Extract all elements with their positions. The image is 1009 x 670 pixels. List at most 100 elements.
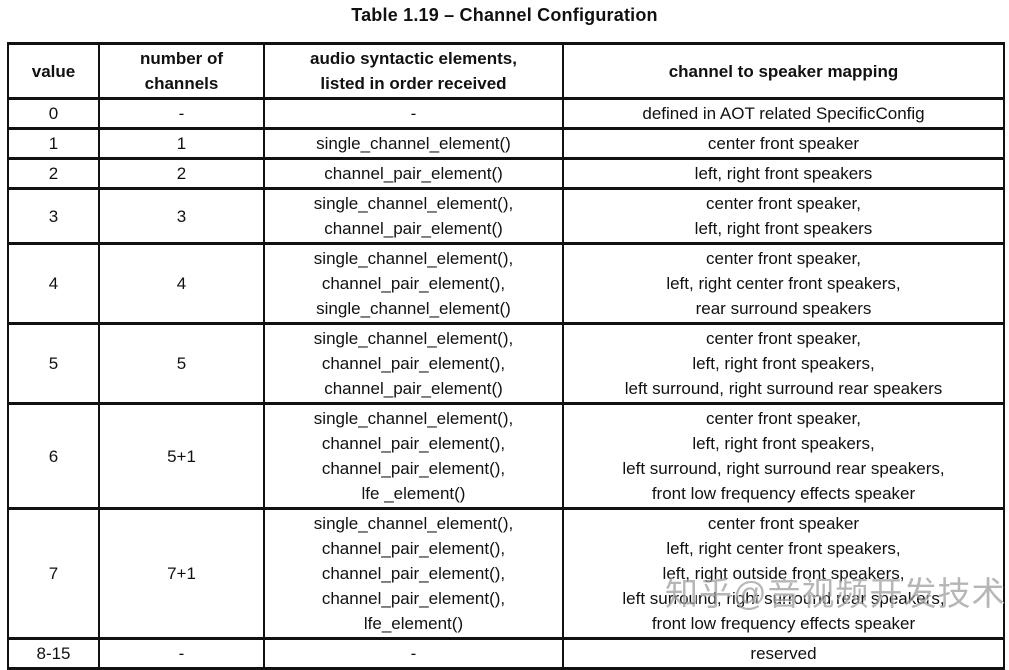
mapping-line: reserved bbox=[750, 644, 817, 663]
mapping-line: defined in AOT related SpecificConfig bbox=[642, 104, 925, 123]
column-header-line: number of bbox=[139, 49, 224, 68]
cell-elements: single_channel_element() bbox=[263, 127, 564, 160]
cell-elements: - bbox=[263, 637, 564, 670]
cell-mapping: left, right front speakers bbox=[562, 157, 1005, 190]
mapping-line: center front speaker bbox=[707, 514, 860, 533]
mapping-line: center front speaker, bbox=[706, 194, 861, 213]
channel-configuration-table: value number of channels audio syntactic el… bbox=[7, 42, 1005, 670]
mapping-line: rear surround speakers bbox=[695, 299, 872, 318]
table-header-row: value number of channels audio syntactic el… bbox=[7, 42, 1005, 100]
table-row: 0- - defined in AOT related SpecificConfig bbox=[7, 97, 1005, 130]
cell-elements: - bbox=[263, 97, 564, 130]
mapping-line: left, right front speakers bbox=[694, 164, 873, 183]
mapping-line: center front speaker, bbox=[706, 329, 861, 348]
cell-channels: 1 bbox=[98, 127, 265, 160]
mapping-line: center front speaker bbox=[707, 134, 860, 153]
column-header-channels: number of channels bbox=[98, 42, 265, 100]
cell-mapping: center front speaker, left, right center … bbox=[562, 242, 1005, 325]
mapping-line: left, right front speakers, bbox=[692, 354, 875, 373]
element-line: - bbox=[410, 644, 417, 663]
table-row: 7 7+1 single_channel_element(), channel_pai… bbox=[7, 507, 1005, 640]
cell-mapping: center front speaker bbox=[562, 127, 1005, 160]
cell-value: 3 bbox=[7, 187, 100, 245]
cell-elements: single_channel_element(), channel_pair_el… bbox=[263, 187, 564, 245]
mapping-line: front low frequency effects speaker bbox=[651, 614, 916, 633]
element-line: single_channel_element(), bbox=[313, 514, 514, 533]
mapping-line: center front speaker, bbox=[706, 249, 861, 268]
mapping-line: left, right center front speakers, bbox=[666, 539, 901, 558]
element-line: single_channel_element() bbox=[316, 299, 511, 318]
element-line: single_channel_element(), bbox=[313, 409, 514, 428]
table-row: 8-15- - reserved bbox=[7, 637, 1005, 670]
cell-channels: 4 bbox=[98, 242, 265, 325]
cell-channels: - bbox=[98, 637, 265, 670]
mapping-line: left surround, right surround rear speak… bbox=[624, 379, 943, 398]
column-header-mapping: channel to speaker mapping bbox=[562, 42, 1005, 100]
element-line: channel_pair_element() bbox=[324, 379, 503, 398]
column-header-value: value bbox=[7, 42, 100, 100]
cell-channels: 2 bbox=[98, 157, 265, 190]
cell-value: 2 bbox=[7, 157, 100, 190]
element-line: - bbox=[410, 104, 417, 123]
column-header-line: audio syntactic elements, bbox=[310, 49, 517, 68]
cell-channels: - bbox=[98, 97, 265, 130]
element-line: channel_pair_element(), bbox=[321, 564, 506, 583]
element-line: channel_pair_element(), bbox=[321, 354, 506, 373]
cell-elements: channel_pair_element() bbox=[263, 157, 564, 190]
cell-value: 4 bbox=[7, 242, 100, 325]
table-header: value number of channels audio syntactic el… bbox=[7, 42, 1005, 100]
column-header-line: listed in order received bbox=[320, 74, 507, 93]
cell-value: 6 bbox=[7, 402, 100, 510]
element-line: single_channel_element(), bbox=[313, 194, 514, 213]
element-line: channel_pair_element(), bbox=[321, 274, 506, 293]
cell-channels: 5+1 bbox=[98, 402, 265, 510]
element-line: channel_pair_element(), bbox=[321, 459, 506, 478]
cell-elements: single_channel_element(), channel_pair_el… bbox=[263, 507, 564, 640]
cell-value: 1 bbox=[7, 127, 100, 160]
cell-mapping: center front speaker, left, right front s… bbox=[562, 322, 1005, 405]
table-row: 2 2 channel_pair_element() left, right fron… bbox=[7, 157, 1005, 190]
cell-value: 5 bbox=[7, 322, 100, 405]
mapping-line: left surround, right surround rear speak… bbox=[622, 589, 945, 608]
table-row: 5 5 single_channel_element(), channel_pair_… bbox=[7, 322, 1005, 405]
element-line: channel_pair_element() bbox=[324, 164, 503, 183]
cell-elements: single_channel_element(), channel_pair_el… bbox=[263, 242, 564, 325]
page-title: Table 1.19 – Channel Configuration bbox=[351, 5, 658, 25]
mapping-line: left surround, right surround rear speak… bbox=[622, 459, 945, 478]
mapping-line: left, right front speakers bbox=[694, 219, 873, 238]
cell-mapping: center front speaker, left, right front s… bbox=[562, 187, 1005, 245]
cell-value: 0 bbox=[7, 97, 100, 130]
element-line: lfe _element() bbox=[361, 484, 466, 503]
mapping-line: center front speaker, bbox=[706, 409, 861, 428]
cell-mapping: reserved bbox=[562, 637, 1005, 670]
element-line: channel_pair_element() bbox=[324, 219, 503, 238]
column-header-line: channel to speaker mapping bbox=[668, 61, 899, 81]
element-line: channel_pair_element(), bbox=[321, 434, 506, 453]
element-line: channel_pair_element(), bbox=[321, 539, 506, 558]
cell-mapping: center front speaker left, right center f… bbox=[562, 507, 1005, 640]
element-line: channel_pair_element(), bbox=[321, 589, 506, 608]
column-header-line: value bbox=[31, 61, 76, 81]
cell-mapping: defined in AOT related SpecificConfig bbox=[562, 97, 1005, 130]
table-row: 6 5+1 single_channel_element(), channel_pai… bbox=[7, 402, 1005, 510]
column-header-elements: audio syntactic elements, listed in order… bbox=[263, 42, 564, 100]
cell-value: 8-15 bbox=[7, 637, 100, 670]
cell-channels: 3 bbox=[98, 187, 265, 245]
cell-elements: single_channel_element(), channel_pair_el… bbox=[263, 322, 564, 405]
mapping-line: left, right outside front speakers, bbox=[662, 564, 905, 583]
cell-mapping: center front speaker, left, right front s… bbox=[562, 402, 1005, 510]
element-line: single_channel_element() bbox=[316, 134, 511, 153]
cell-value: 7 bbox=[7, 507, 100, 640]
table-row: 1 1 single_channel_element() center front s… bbox=[7, 127, 1005, 160]
cell-channels: 5 bbox=[98, 322, 265, 405]
table-row: 3 3 single_channel_element(), channel_pair_… bbox=[7, 187, 1005, 245]
cell-channels: 7+1 bbox=[98, 507, 265, 640]
cell-elements: single_channel_element(), channel_pair_el… bbox=[263, 402, 564, 510]
element-line: lfe_element() bbox=[363, 614, 464, 633]
mapping-line: front low frequency effects speaker bbox=[651, 484, 916, 503]
mapping-line: left, right front speakers, bbox=[692, 434, 875, 453]
column-header-line: channels bbox=[144, 74, 219, 93]
mapping-line: left, right center front speakers, bbox=[666, 274, 901, 293]
table-body: 0- - defined in AOT related SpecificConfig… bbox=[7, 97, 1005, 670]
table-row: 4 4 single_channel_element(), channel_pair_… bbox=[7, 242, 1005, 325]
